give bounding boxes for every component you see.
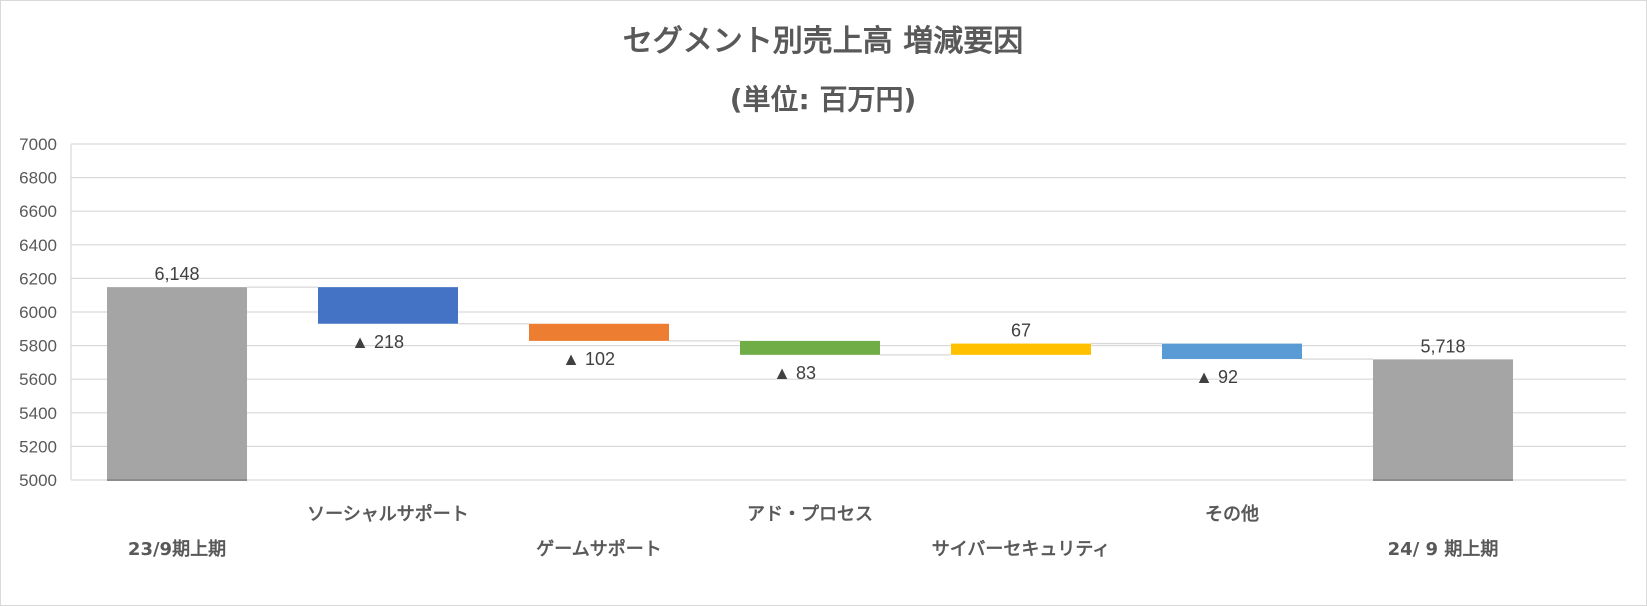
bar-6 — [1373, 359, 1513, 480]
bar-0 — [107, 287, 247, 480]
bar-3 — [740, 340, 880, 355]
data-label: 218 — [374, 332, 404, 352]
y-tick-label: 5600 — [19, 370, 57, 389]
y-tick-label: 5800 — [19, 337, 57, 356]
bar-2 — [529, 323, 669, 341]
connector-lines — [247, 286, 1373, 360]
bar-1 — [318, 287, 458, 324]
negative-marker-icon: ▲ — [562, 349, 580, 369]
bars — [107, 287, 1513, 481]
total-bar-baseline — [1373, 479, 1513, 481]
data-label: 5,718 — [1420, 336, 1465, 356]
data-label: 92 — [1218, 367, 1238, 387]
y-tick-label: 5200 — [19, 437, 57, 456]
chart-subtitle: (単位: 百万円) — [730, 83, 917, 116]
x-category-label: 23/9期上期 — [128, 539, 226, 560]
bar-5 — [1162, 343, 1302, 360]
x-category-label: サイバーセキュリティ — [932, 539, 1111, 560]
y-tick-label: 6200 — [19, 269, 57, 288]
data-label: 83 — [796, 363, 816, 383]
data-label: 102 — [585, 349, 615, 369]
data-label: 67 — [1011, 321, 1031, 341]
x-category-label: ソーシャルサポート — [307, 503, 469, 525]
x-category-label: ゲームサポート — [536, 538, 661, 560]
data-label: 6,148 — [154, 264, 199, 284]
x-category-label: その他 — [1205, 503, 1259, 525]
negative-marker-icon: ▲ — [773, 363, 791, 383]
negative-marker-icon: ▲ — [1195, 367, 1213, 387]
axis-labels: 5000 5200 5400 5600 5800 6000 6200 6400 6600 6800… — [19, 135, 1498, 560]
total-bar-baseline — [107, 479, 247, 481]
y-tick-label: 6000 — [19, 303, 57, 322]
y-tick-label: 6600 — [19, 202, 57, 221]
x-category-label: 24/ 9 期上期 — [1388, 539, 1499, 560]
y-tick-label: 7000 — [19, 135, 57, 154]
negative-marker-icon: ▲ — [351, 332, 369, 352]
y-tick-label: 6800 — [19, 169, 57, 188]
y-tick-label: 6400 — [19, 236, 57, 255]
chart-title: セグメント別売上高 増減要因 — [623, 24, 1023, 59]
bar-4 — [951, 343, 1091, 355]
y-tick-label: 5000 — [19, 471, 57, 490]
x-category-label: アド・プロセス — [747, 503, 873, 525]
y-tick-label: 5400 — [19, 404, 57, 423]
